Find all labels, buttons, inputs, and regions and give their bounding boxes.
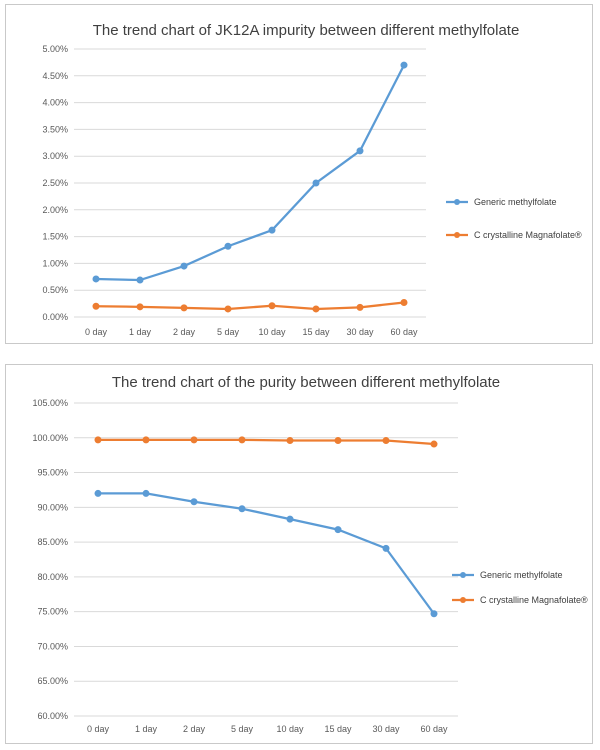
x-tick-label: 0 day [87, 724, 110, 734]
y-tick-label: 3.00% [42, 151, 68, 161]
legend-marker [454, 232, 460, 238]
chart-title: The trend chart of the purity between di… [112, 374, 500, 391]
data-point [190, 436, 198, 444]
data-point [238, 505, 246, 513]
legend-label: C crystalline Magnafolate® [480, 595, 588, 605]
y-tick-label: 80.00% [37, 572, 68, 582]
data-point [356, 303, 364, 311]
series-line [98, 492, 435, 615]
data-point [430, 440, 438, 448]
purity-chart-panel: The trend chart of the purity between di… [5, 364, 593, 744]
impurity-chart: The trend chart of JK12A impurity betwee… [42, 22, 582, 337]
x-tick-label: 2 day [183, 724, 206, 734]
legend-label: C crystalline Magnafolate® [474, 230, 582, 240]
y-tick-label: 85.00% [37, 537, 68, 547]
data-point [334, 526, 342, 534]
data-point [312, 179, 320, 187]
x-tick-label: 10 day [258, 327, 286, 337]
x-tick-label: 5 day [231, 724, 254, 734]
y-tick-label: 60.00% [37, 711, 68, 721]
legend-label: Generic methylfolate [480, 570, 563, 580]
y-tick-label: 100.00% [32, 433, 68, 443]
purity-chart: The trend chart of the purity between di… [32, 374, 588, 734]
data-point [142, 436, 150, 444]
y-tick-label: 4.50% [42, 71, 68, 81]
data-point [142, 489, 150, 497]
x-tick-label: 5 day [217, 327, 240, 337]
data-point [334, 437, 342, 445]
legend-marker [460, 597, 466, 603]
data-point [136, 276, 144, 284]
data-point [382, 544, 390, 552]
x-tick-label: 2 day [173, 327, 196, 337]
data-point [356, 147, 364, 155]
x-tick-label: 15 day [324, 724, 352, 734]
y-tick-label: 90.00% [37, 502, 68, 512]
data-point [224, 242, 232, 250]
y-tick-label: 1.00% [42, 258, 68, 268]
y-tick-label: 65.00% [37, 676, 68, 686]
y-tick-label: 2.50% [42, 178, 68, 188]
data-point [268, 226, 276, 234]
y-tick-label: 95.00% [37, 468, 68, 478]
data-point [286, 515, 294, 523]
data-point [430, 610, 438, 618]
data-point [94, 436, 102, 444]
data-point [180, 304, 188, 312]
data-point [92, 275, 100, 283]
data-point [400, 299, 408, 307]
x-tick-label: 60 day [420, 724, 448, 734]
x-tick-label: 1 day [129, 327, 152, 337]
y-tick-label: 70.00% [37, 641, 68, 651]
x-tick-label: 30 day [346, 327, 374, 337]
data-point [268, 302, 276, 310]
chart-title: The trend chart of JK12A impurity betwee… [93, 22, 520, 39]
y-tick-label: 105.00% [32, 398, 68, 408]
y-tick-label: 5.00% [42, 44, 68, 54]
y-tick-label: 0.50% [42, 285, 68, 295]
x-tick-label: 60 day [390, 327, 418, 337]
data-point [136, 303, 144, 311]
data-point [238, 436, 246, 444]
legend-marker [454, 199, 460, 205]
legend-marker [460, 572, 466, 578]
data-point [400, 61, 408, 69]
data-point [94, 489, 102, 497]
series-line [98, 438, 435, 446]
data-point [190, 498, 198, 506]
y-tick-label: 1.50% [42, 232, 68, 242]
y-tick-label: 0.00% [42, 312, 68, 322]
y-tick-label: 4.00% [42, 98, 68, 108]
y-tick-label: 3.50% [42, 124, 68, 134]
y-tick-label: 75.00% [37, 607, 68, 617]
x-tick-label: 30 day [372, 724, 400, 734]
data-point [92, 302, 100, 310]
data-point [286, 437, 294, 445]
legend-label: Generic methylfolate [474, 197, 557, 207]
series-line [95, 64, 406, 282]
impurity-chart-panel: The trend chart of JK12A impurity betwee… [5, 4, 593, 344]
x-tick-label: 15 day [302, 327, 330, 337]
data-point [312, 305, 320, 313]
series-line [95, 301, 405, 311]
x-tick-label: 0 day [85, 327, 108, 337]
y-tick-label: 2.00% [42, 205, 68, 215]
x-tick-label: 1 day [135, 724, 158, 734]
data-point [382, 437, 390, 445]
data-point [224, 305, 232, 313]
data-point [180, 262, 188, 270]
x-tick-label: 10 day [276, 724, 304, 734]
